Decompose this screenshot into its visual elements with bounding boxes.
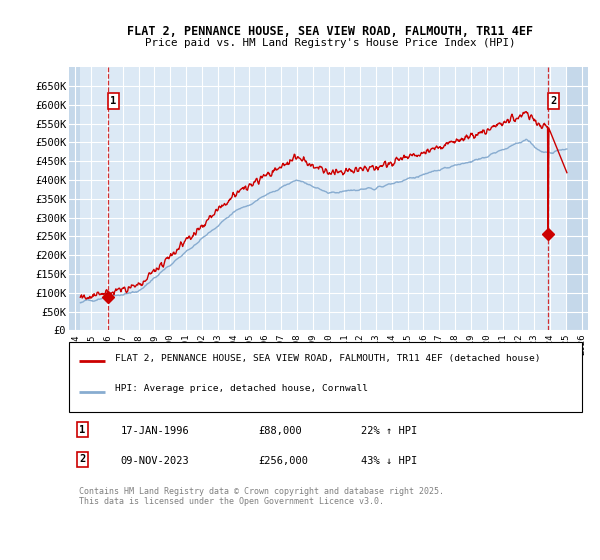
Text: HPI: Average price, detached house, Cornwall: HPI: Average price, detached house, Corn… <box>115 384 368 393</box>
Bar <box>69 67 80 330</box>
Text: Contains HM Land Registry data © Crown copyright and database right 2025.
This d: Contains HM Land Registry data © Crown c… <box>79 487 444 506</box>
Bar <box>568 67 588 330</box>
Text: Price paid vs. HM Land Registry's House Price Index (HPI): Price paid vs. HM Land Registry's House … <box>145 38 515 48</box>
Text: 1: 1 <box>79 424 86 435</box>
Text: 2: 2 <box>550 96 556 106</box>
Text: 2: 2 <box>79 454 86 464</box>
Text: FLAT 2, PENNANCE HOUSE, SEA VIEW ROAD, FALMOUTH, TR11 4EF (detached house): FLAT 2, PENNANCE HOUSE, SEA VIEW ROAD, F… <box>115 353 541 363</box>
Text: 17-JAN-1996: 17-JAN-1996 <box>121 427 189 436</box>
Text: FLAT 2, PENNANCE HOUSE, SEA VIEW ROAD, FALMOUTH, TR11 4EF: FLAT 2, PENNANCE HOUSE, SEA VIEW ROAD, F… <box>127 25 533 38</box>
Text: 09-NOV-2023: 09-NOV-2023 <box>121 456 189 466</box>
Text: 1: 1 <box>110 96 116 106</box>
Text: 22% ↑ HPI: 22% ↑ HPI <box>361 427 418 436</box>
Text: 43% ↓ HPI: 43% ↓ HPI <box>361 456 418 466</box>
Text: £88,000: £88,000 <box>259 427 302 436</box>
Text: £256,000: £256,000 <box>259 456 309 466</box>
FancyBboxPatch shape <box>69 342 582 412</box>
